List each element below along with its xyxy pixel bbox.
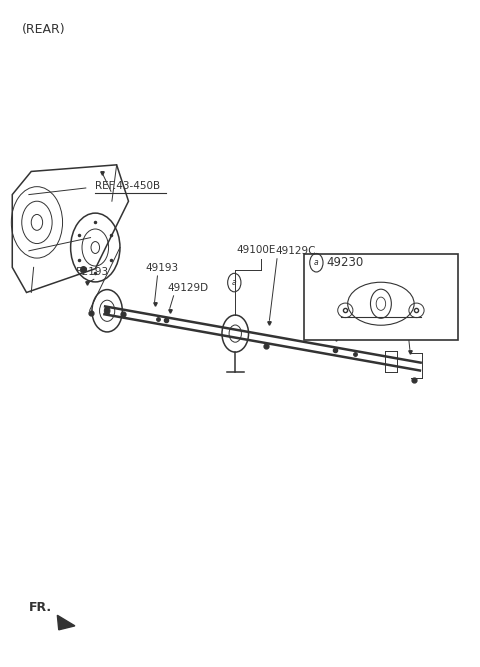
Text: 49193: 49193 (356, 272, 389, 282)
Text: 49129D: 49129D (168, 283, 209, 293)
FancyBboxPatch shape (304, 254, 458, 340)
Text: REF.43-450B: REF.43-450B (96, 181, 160, 191)
Text: 52193: 52193 (396, 287, 429, 297)
Text: 49129C: 49129C (275, 246, 316, 256)
Text: 49193: 49193 (145, 263, 178, 273)
Text: a: a (232, 278, 237, 287)
Text: (REAR): (REAR) (22, 23, 65, 35)
Text: 49230: 49230 (326, 256, 363, 269)
Circle shape (104, 307, 110, 315)
Text: 49100E: 49100E (237, 245, 276, 255)
Text: a: a (314, 258, 319, 267)
Polygon shape (57, 615, 75, 630)
Text: 52193: 52193 (75, 267, 108, 277)
Text: 49129D: 49129D (332, 284, 373, 293)
Text: FR.: FR. (29, 601, 52, 614)
